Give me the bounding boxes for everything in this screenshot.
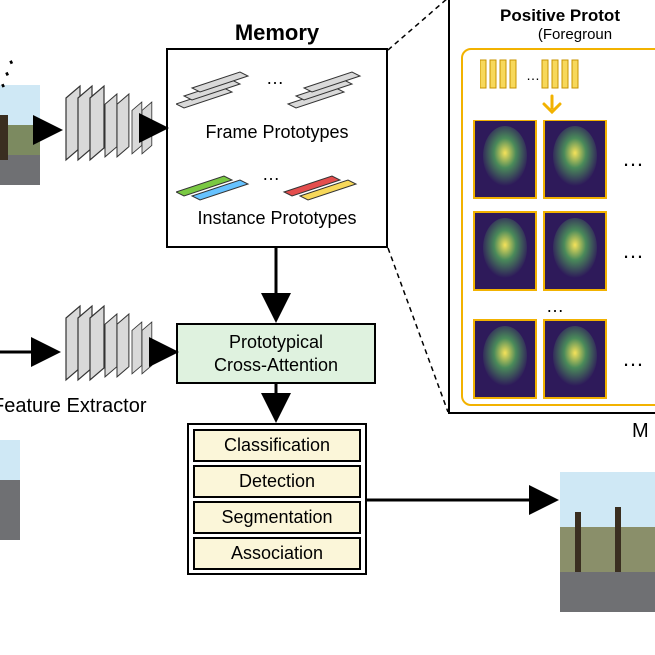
arrows-layer [0,0,655,655]
